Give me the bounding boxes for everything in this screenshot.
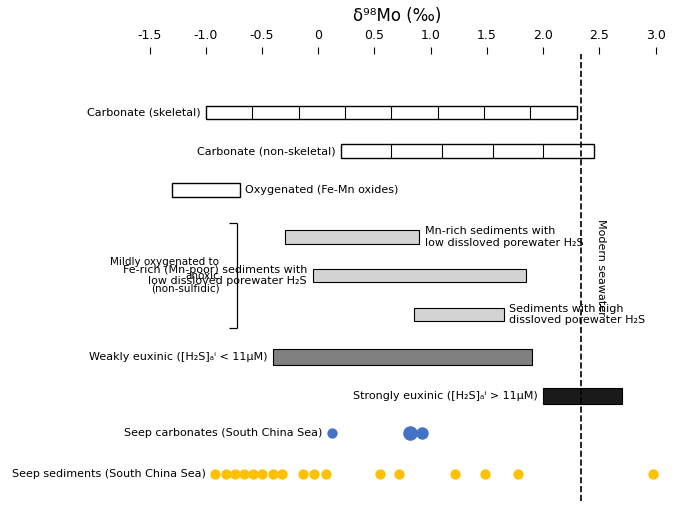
Point — [308, 470, 319, 478]
Bar — [414, 308, 503, 321]
Text: Weakly euxinic ([H₂S]ₐⁱ < 11μM): Weakly euxinic ([H₂S]ₐⁱ < 11μM) — [89, 352, 268, 362]
Bar — [172, 183, 240, 197]
Point — [394, 470, 405, 478]
Text: Modern seawater: Modern seawater — [596, 219, 606, 316]
Point — [479, 470, 490, 478]
Text: Carbonate (non-skeletal): Carbonate (non-skeletal) — [197, 146, 335, 156]
Text: Carbonate (skeletal): Carbonate (skeletal) — [86, 107, 200, 117]
X-axis label: δ⁹⁸Mo (‰): δ⁹⁸Mo (‰) — [353, 7, 441, 25]
Point — [247, 470, 258, 478]
Point — [229, 470, 240, 478]
Text: Seep carbonates (South China Sea): Seep carbonates (South China Sea) — [125, 428, 323, 438]
Text: Strongly euxinic ([H₂S]ₐⁱ > 11μM): Strongly euxinic ([H₂S]ₐⁱ > 11μM) — [353, 391, 538, 401]
Text: Mildly oxygenated to
anoxic
(non-sulfidic): Mildly oxygenated to anoxic (non-sulfidi… — [110, 258, 219, 294]
Point — [210, 470, 221, 478]
Text: Seep sediments (South China Sea): Seep sediments (South China Sea) — [12, 469, 206, 479]
Text: Mn-rich sediments with
low dissloved porewater H₂S: Mn-rich sediments with low dissloved por… — [425, 226, 584, 247]
Point — [326, 429, 337, 437]
Point — [221, 470, 232, 478]
Point — [450, 470, 461, 478]
Point — [375, 470, 386, 478]
Point — [238, 470, 249, 478]
Text: Sediments with high
dissloved porewater H₂S: Sediments with high dissloved porewater … — [510, 304, 645, 325]
Point — [297, 470, 308, 478]
Point — [257, 470, 268, 478]
Point — [648, 470, 659, 478]
Point — [321, 470, 332, 478]
Bar — [312, 269, 526, 282]
Point — [416, 429, 427, 437]
Point — [268, 470, 279, 478]
Point — [513, 470, 524, 478]
Point — [277, 470, 288, 478]
Bar — [340, 144, 594, 158]
Text: Fe-rich (Mn-poor) sediments with
low dissloved porewater H₂S: Fe-rich (Mn-poor) sediments with low dis… — [123, 265, 307, 287]
Bar — [273, 350, 532, 365]
Bar — [284, 230, 419, 243]
Point — [405, 429, 416, 437]
Bar — [206, 106, 577, 119]
Text: Oxygenated (Fe-Mn oxides): Oxygenated (Fe-Mn oxides) — [245, 185, 399, 195]
Bar — [543, 388, 622, 404]
